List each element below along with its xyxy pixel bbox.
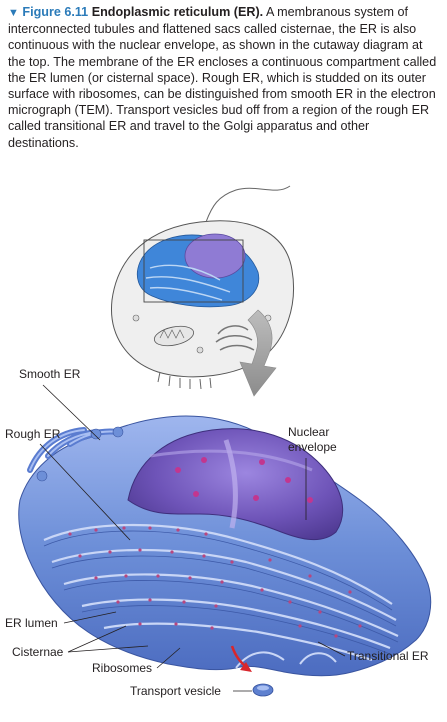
label-rough-er: Rough ER: [5, 427, 131, 541]
label-transport-vesicle-text: Transport vesicle: [130, 684, 221, 698]
caption-marker: ▼: [8, 7, 19, 19]
label-ribosomes: Ribosomes: [92, 647, 181, 675]
figure-caption: ▼ Figure 6.11 Endoplasmic reticulum (ER)…: [8, 4, 440, 151]
label-ribosomes-text: Ribosomes: [92, 661, 152, 675]
label-er-lumen: ER lumen: [5, 611, 117, 630]
zoom-arrow: [239, 309, 277, 397]
caption-body: A membranous system of interconnected tu…: [8, 5, 437, 150]
label-rough-er-text: Rough ER: [5, 427, 61, 441]
label-nuclear-envelope: Nuclear envelope: [288, 425, 337, 520]
figure-title: Endoplasmic reticulum (ER).: [91, 5, 264, 19]
label-cisternae-text: Cisternae: [12, 645, 64, 659]
label-smooth-er: Smooth ER: [19, 367, 101, 441]
label-transitional-er-text: Transitional ER: [347, 649, 429, 663]
label-transport-vesicle: Transport vesicle: [130, 684, 252, 698]
er-3d-illustration: [18, 415, 432, 677]
label-smooth-er-text: Smooth ER: [19, 367, 81, 381]
label-nuclear-text-2: envelope: [288, 440, 337, 454]
vesicle-budding: [230, 645, 274, 697]
ribosome-dots: [68, 526, 362, 638]
label-nuclear-text-1: Nuclear: [288, 425, 329, 439]
cell-cutaway-diagram: [110, 185, 295, 390]
figure-number: Figure 6.11: [22, 5, 89, 19]
label-er-lumen-text: ER lumen: [5, 616, 58, 630]
label-transitional-er: Transitional ER: [317, 641, 429, 663]
label-cisternae: Cisternae: [12, 625, 149, 659]
